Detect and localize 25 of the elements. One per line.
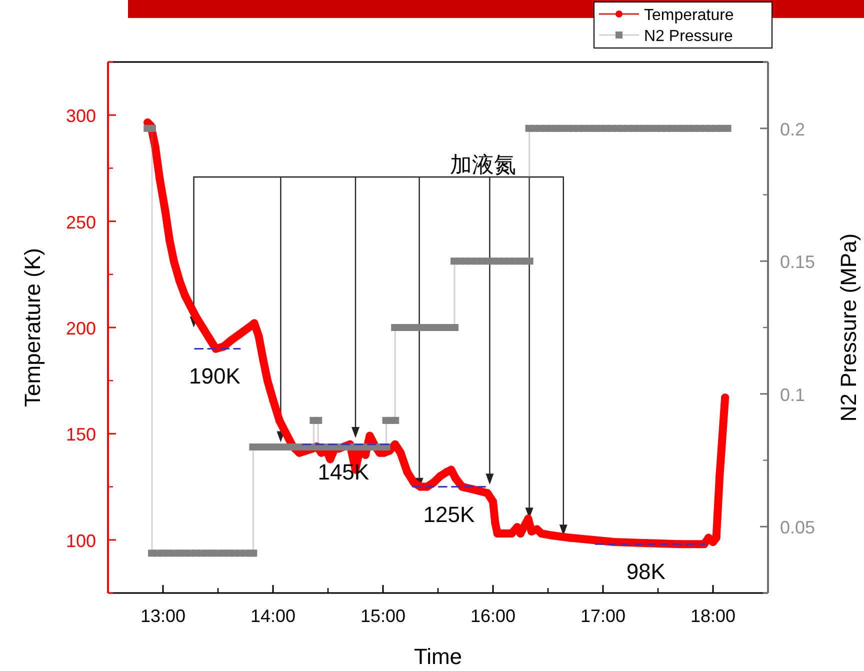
x-axis-title: Time [414, 644, 462, 669]
annotation: 加液氮 [450, 152, 516, 177]
y-tick-label: 250 [66, 212, 96, 232]
legend-label: N2 Pressure [644, 28, 734, 45]
x-tick-label: 15:00 [360, 606, 406, 626]
x-tick-label: 14:00 [250, 606, 296, 626]
annotation: 145K [318, 459, 370, 484]
y-tick-label: 300 [66, 106, 96, 126]
y-axis-title: Temperature (K) [20, 248, 45, 407]
y2-axis-title: N2 Pressure (MPa) [836, 233, 861, 422]
annotation: 98K [626, 559, 666, 584]
x-tick-label: 17:00 [580, 606, 626, 626]
annotation: 125K [423, 502, 476, 527]
y2-tick-label: 0.05 [780, 518, 816, 538]
x-tick-label: 16:00 [470, 606, 516, 626]
x-tick-label: 18:00 [690, 606, 736, 626]
y-tick-label: 200 [66, 318, 96, 338]
y2-tick-label: 0.1 [780, 384, 806, 405]
y-tick-label: 150 [66, 424, 96, 445]
x-tick-label: 13:00 [140, 606, 186, 626]
y2-tick-label: 0.2 [780, 119, 806, 140]
legend-label: Temperature [644, 7, 734, 24]
y2-tick-label: 0.15 [780, 252, 816, 272]
y-tick-label: 100 [66, 530, 96, 551]
annotation: 190K [189, 364, 241, 389]
